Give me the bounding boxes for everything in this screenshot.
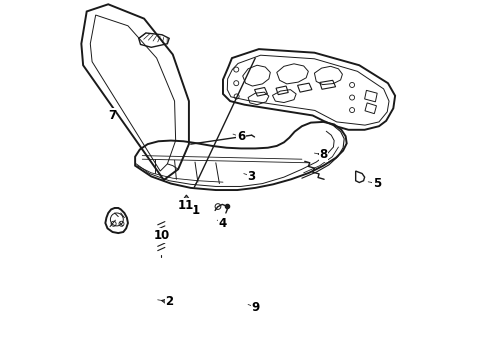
Text: 7: 7 [107,109,116,122]
Text: 8: 8 [319,148,327,161]
Text: 4: 4 [219,216,226,230]
Text: 1: 1 [192,204,200,217]
Text: 9: 9 [251,301,259,314]
Polygon shape [182,195,191,208]
Text: 6: 6 [236,130,244,144]
Text: 2: 2 [165,296,173,309]
Text: 11: 11 [177,199,193,212]
Text: 5: 5 [372,177,381,190]
Text: 3: 3 [247,170,255,183]
Text: 10: 10 [154,229,170,242]
